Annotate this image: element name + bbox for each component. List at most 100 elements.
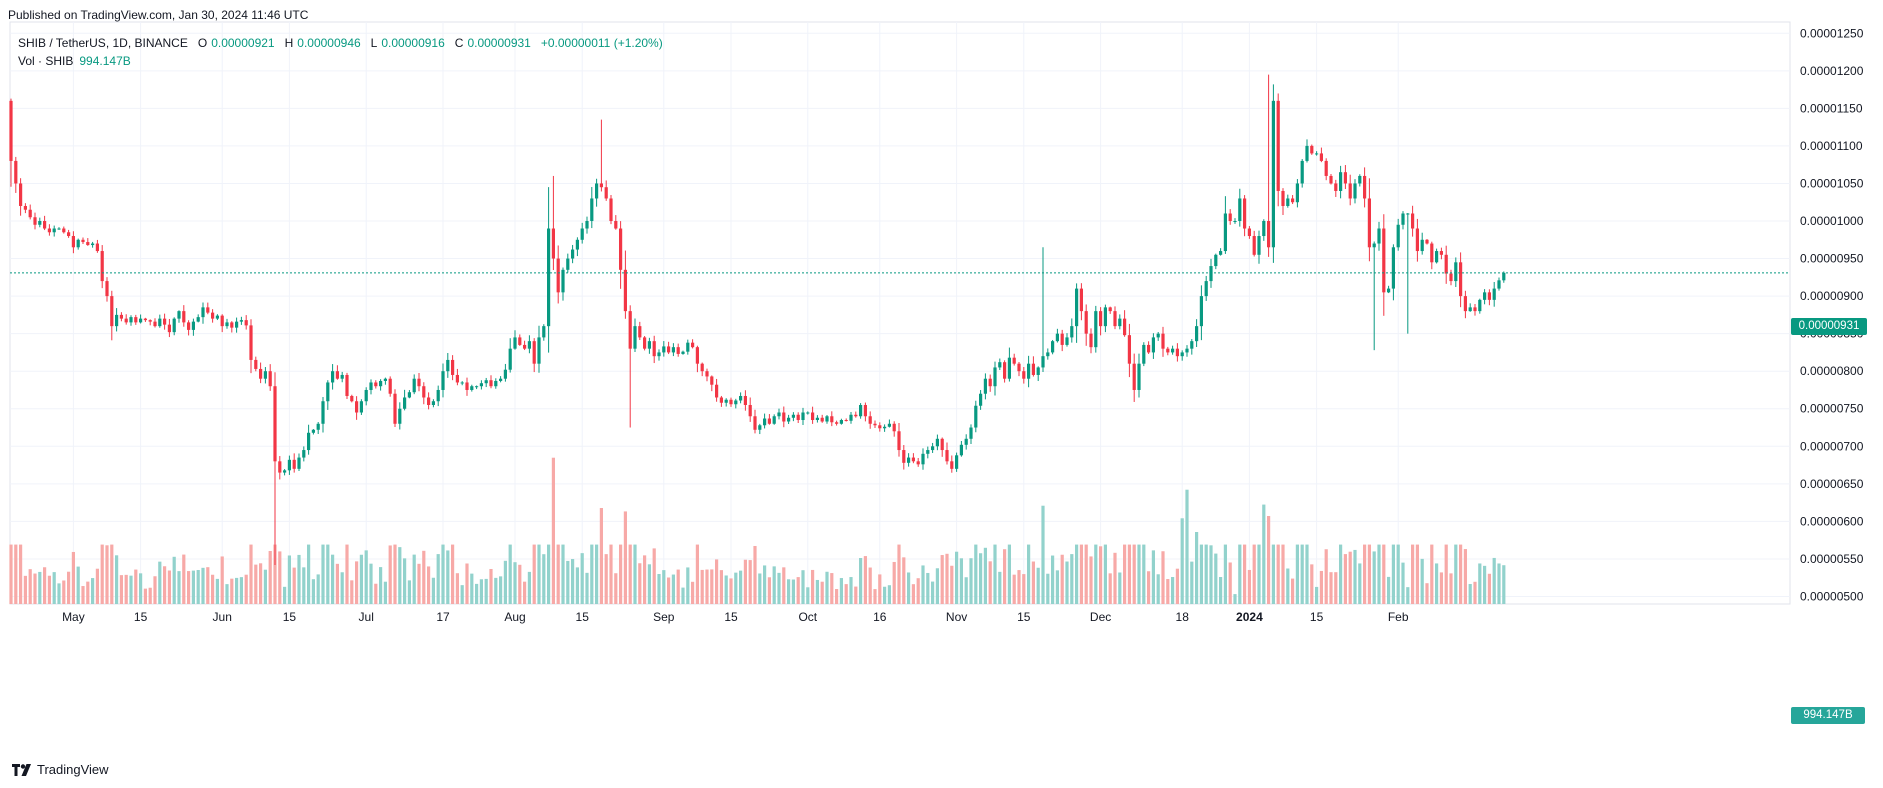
candle-body xyxy=(1046,352,1050,357)
candle-body xyxy=(278,461,282,473)
volume-bar xyxy=(110,544,114,604)
volume-bar xyxy=(115,555,119,604)
volume-bar xyxy=(1099,546,1103,604)
candle-body xyxy=(1367,198,1371,248)
volume-label[interactable]: Vol · SHIB xyxy=(18,54,74,68)
candle-body xyxy=(1483,292,1487,300)
candle-body xyxy=(518,337,522,345)
high-label: H xyxy=(284,36,294,50)
candle-body xyxy=(1401,213,1405,225)
candle-body xyxy=(623,269,627,312)
candle-body xyxy=(839,420,843,424)
candle-body xyxy=(1502,272,1506,281)
candle-body xyxy=(1286,198,1290,206)
volume-bar xyxy=(1051,555,1055,604)
volume-bar xyxy=(1089,556,1093,604)
candle-body xyxy=(993,367,997,387)
candle-body xyxy=(494,380,498,387)
volume-bar xyxy=(599,508,603,604)
candle-body xyxy=(1007,357,1011,379)
volume-bar xyxy=(1113,552,1117,604)
volume-bar xyxy=(1367,544,1371,604)
volume-bar xyxy=(1315,586,1319,604)
candle-body xyxy=(311,429,315,433)
volume-bar xyxy=(1483,565,1487,604)
x-tick-label-16: 2024 xyxy=(1236,610,1263,624)
volume-bar xyxy=(758,573,762,604)
candle-body xyxy=(163,318,167,325)
volume-bar xyxy=(638,563,642,604)
candle-body xyxy=(1319,153,1323,161)
volume-bar xyxy=(715,559,719,604)
candle-body xyxy=(974,405,978,428)
candle-body xyxy=(811,412,815,421)
volume-bar xyxy=(1041,505,1045,604)
candle-body xyxy=(1415,228,1419,252)
volume-bar xyxy=(359,554,363,604)
volume-bar xyxy=(263,569,267,604)
candle-body xyxy=(763,418,767,426)
volume-bar xyxy=(369,563,373,604)
candle-body xyxy=(921,453,925,465)
volume-bar xyxy=(1339,544,1343,604)
candle-body xyxy=(662,346,666,353)
candle-body xyxy=(1017,363,1021,372)
volume-bar xyxy=(62,580,66,604)
candle-body xyxy=(561,269,565,293)
symbol-label[interactable]: SHIB / TetherUS, 1D, BINANCE xyxy=(18,36,188,50)
tradingview-brand[interactable]: TradingView xyxy=(12,762,109,777)
candle-body xyxy=(1233,221,1237,223)
candle-body xyxy=(1478,299,1482,312)
volume-bar xyxy=(643,555,647,604)
candle-body xyxy=(950,461,954,469)
volume-bar xyxy=(9,544,13,604)
x-tick-label-2: Jun xyxy=(213,610,232,624)
open-value: 0.00000921 xyxy=(211,36,275,50)
volume-bar xyxy=(518,564,522,604)
volume-bar xyxy=(719,570,723,604)
candle-body xyxy=(355,401,359,413)
candle-body xyxy=(143,318,147,321)
volume-bar xyxy=(1199,544,1203,604)
candle-body xyxy=(1204,281,1208,297)
volume-bar xyxy=(1046,573,1050,604)
candle-body xyxy=(115,314,119,327)
candle-body xyxy=(1003,362,1007,379)
x-tick-label-3: 15 xyxy=(283,610,297,624)
volume-bar xyxy=(585,572,589,604)
volume-bar xyxy=(1334,572,1338,604)
candle-body xyxy=(1214,254,1218,267)
candle-body xyxy=(897,431,901,451)
close-value: 0.00000931 xyxy=(467,36,531,50)
volume-bar xyxy=(158,561,162,604)
candle-body xyxy=(787,417,791,422)
candle-body xyxy=(335,371,339,379)
volume-bar xyxy=(806,587,810,604)
candle-body xyxy=(1075,288,1079,327)
candle-body xyxy=(835,422,839,424)
candle-body xyxy=(100,251,104,282)
volume-bar xyxy=(979,553,983,604)
volume-bar xyxy=(67,571,71,604)
volume-bar xyxy=(1363,544,1367,604)
volume-bar xyxy=(739,570,743,604)
volume-bar xyxy=(23,575,27,604)
candle-body xyxy=(796,414,800,421)
candle-body xyxy=(47,228,51,233)
volume-bar xyxy=(724,575,728,604)
y-tick-label-7: 0.00000900 xyxy=(1800,289,1864,303)
candle-body xyxy=(820,417,824,422)
candle-body xyxy=(705,371,709,377)
volume-bar xyxy=(815,579,819,604)
candle-body xyxy=(1324,160,1328,176)
candle-body xyxy=(1281,190,1285,206)
candle-body xyxy=(340,374,344,379)
volume-bar xyxy=(431,577,435,604)
candle-body xyxy=(1171,348,1175,353)
volume-bar xyxy=(1430,544,1434,604)
volume-bar xyxy=(1228,562,1232,604)
candle-body xyxy=(316,423,320,430)
volume-bar xyxy=(849,577,853,604)
candle-body xyxy=(1065,337,1069,345)
